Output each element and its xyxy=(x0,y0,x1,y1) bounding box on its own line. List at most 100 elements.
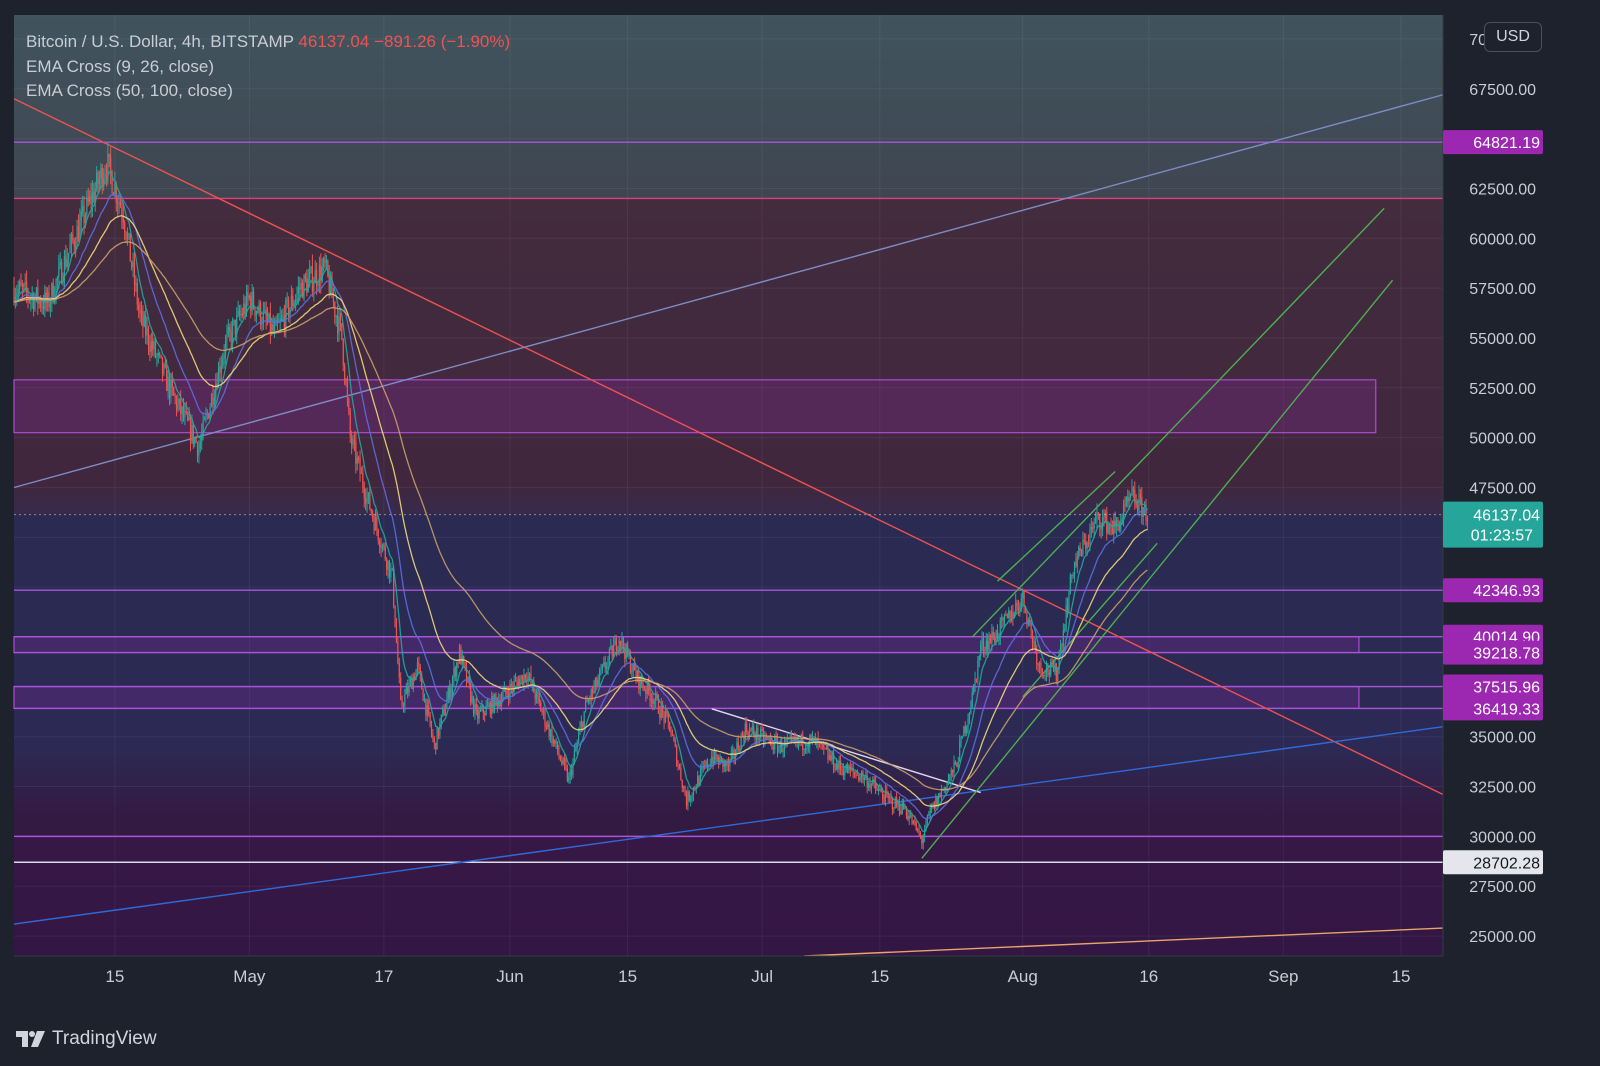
candle-body xyxy=(229,327,231,332)
candle-body xyxy=(493,694,496,712)
candle-body xyxy=(893,808,895,810)
candle-body xyxy=(697,776,699,789)
candle-body xyxy=(513,681,515,690)
candle-body xyxy=(778,747,780,753)
candle-body xyxy=(736,742,738,754)
candle-body xyxy=(1139,494,1141,497)
candle-body xyxy=(311,266,314,291)
candle-body xyxy=(423,698,426,701)
candle-body xyxy=(509,683,511,699)
candle-body xyxy=(76,226,78,249)
candle-body xyxy=(73,240,75,247)
candle-body xyxy=(111,171,113,194)
tradingview-logo[interactable]: TradingView xyxy=(16,1028,157,1050)
candle-body xyxy=(570,769,573,776)
candle-body xyxy=(125,232,127,240)
candle-body xyxy=(730,752,732,759)
candle-body xyxy=(818,742,821,744)
candle-body xyxy=(233,319,235,323)
candle-body xyxy=(613,645,615,657)
candle-body xyxy=(528,673,531,676)
candle-body xyxy=(964,726,966,734)
candle-body xyxy=(210,394,213,407)
candle-body xyxy=(443,709,445,716)
candle-body xyxy=(754,734,756,740)
candle-body xyxy=(182,406,185,418)
candle-body xyxy=(720,756,723,759)
candle-body xyxy=(1128,496,1130,502)
candle-body xyxy=(446,698,448,709)
candle-body xyxy=(395,626,398,642)
candle-body xyxy=(451,678,454,689)
price-change: −891.26 (−1.90%) xyxy=(374,32,511,51)
candle-body xyxy=(804,748,807,751)
candle-body xyxy=(1044,674,1046,677)
candle-body xyxy=(449,687,451,698)
candle-body xyxy=(90,195,92,205)
price-tick-label: 52500.00 xyxy=(1469,381,1536,398)
candle-body xyxy=(37,287,39,304)
candle-body xyxy=(180,398,182,414)
candle-body xyxy=(58,265,60,278)
candle-body xyxy=(586,700,588,703)
candle-body xyxy=(142,311,144,327)
candle-body xyxy=(834,768,836,770)
candle-body xyxy=(159,352,161,355)
candle-body xyxy=(205,414,207,419)
candle-body xyxy=(83,205,85,224)
candle-body xyxy=(14,296,17,302)
candle-body xyxy=(569,769,571,777)
candle-body xyxy=(1086,542,1088,549)
candle-body xyxy=(1129,495,1132,497)
symbol-title[interactable]: Bitcoin / U.S. Dollar, 4h, BITSTAMP xyxy=(26,32,294,51)
candle-body xyxy=(75,246,77,249)
candle-body xyxy=(524,674,526,680)
indicator-ema-50-100[interactable]: EMA Cross (50, 100, close) xyxy=(26,81,233,100)
candle-body xyxy=(150,341,152,352)
candle-body xyxy=(1038,662,1041,666)
candle-body xyxy=(86,197,88,216)
candle-body xyxy=(1002,617,1004,621)
candle-body xyxy=(838,760,840,770)
candle-body xyxy=(625,644,627,659)
candle-body xyxy=(279,318,281,322)
candle-body xyxy=(156,355,158,357)
candle-body xyxy=(293,303,295,307)
candle-body xyxy=(929,807,931,814)
candle-body xyxy=(402,705,405,707)
candle-body xyxy=(415,669,417,680)
candle-body xyxy=(386,559,388,570)
currency-button[interactable]: USD xyxy=(1484,22,1542,52)
candle-body xyxy=(1138,494,1140,511)
candle-body xyxy=(108,154,110,157)
candle-body xyxy=(317,285,319,287)
candle-body xyxy=(575,748,577,751)
candle-body xyxy=(55,279,57,299)
candle-body xyxy=(94,189,96,202)
candle-body xyxy=(439,722,441,736)
candle-body xyxy=(771,739,773,748)
candle-body xyxy=(59,261,61,266)
price-level-badge-bg xyxy=(1443,578,1543,603)
indicator-ema-9-26[interactable]: EMA Cross (9, 26, close) xyxy=(26,56,215,76)
candle-body xyxy=(977,660,979,680)
candle-body xyxy=(617,649,619,652)
candle-body xyxy=(433,738,435,743)
candle-body xyxy=(939,793,941,797)
candle-body xyxy=(859,777,861,781)
candle-body xyxy=(739,749,741,751)
candle-body xyxy=(250,296,252,311)
candle-body xyxy=(79,220,81,241)
price-level-badge-bg xyxy=(1443,850,1543,875)
candle-body xyxy=(352,439,354,445)
price-level-badge-label: 36419.33 xyxy=(1473,701,1540,718)
candle-body xyxy=(272,324,274,332)
candle-body xyxy=(842,769,844,776)
candle-body xyxy=(481,705,483,710)
candle-body xyxy=(684,786,686,796)
candle-body xyxy=(1078,547,1080,558)
candle-body xyxy=(904,808,906,810)
candle-body xyxy=(1043,675,1045,677)
candle-body xyxy=(19,282,21,289)
